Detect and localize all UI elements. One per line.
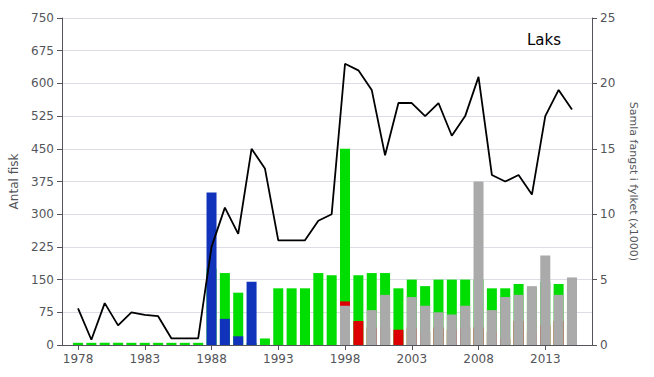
svg-text:2013: 2013	[530, 352, 561, 366]
svg-text:Samla fangst i fylket (x1000): Samla fangst i fylket (x1000)	[627, 102, 640, 261]
svg-text:1993: 1993	[263, 352, 294, 366]
svg-text:20: 20	[600, 76, 615, 90]
svg-text:300: 300	[31, 207, 54, 221]
svg-text:600: 600	[31, 76, 54, 90]
svg-text:Antal fisk: Antal fisk	[7, 154, 21, 210]
svg-text:Laks: Laks	[527, 31, 561, 49]
svg-text:2003: 2003	[396, 352, 427, 366]
svg-text:750: 750	[31, 11, 54, 25]
svg-text:1978: 1978	[63, 352, 94, 366]
svg-text:1983: 1983	[129, 352, 160, 366]
svg-text:5: 5	[600, 273, 608, 287]
svg-text:25: 25	[600, 11, 615, 25]
svg-text:1998: 1998	[330, 352, 361, 366]
svg-text:10: 10	[600, 207, 615, 221]
svg-text:375: 375	[31, 175, 54, 189]
svg-text:1988: 1988	[196, 352, 227, 366]
svg-text:225: 225	[31, 240, 54, 254]
svg-text:675: 675	[31, 44, 54, 58]
svg-text:15: 15	[600, 142, 615, 156]
svg-text:2008: 2008	[463, 352, 494, 366]
svg-text:0: 0	[46, 338, 54, 352]
svg-text:75: 75	[39, 305, 54, 319]
svg-text:450: 450	[31, 142, 54, 156]
svg-text:150: 150	[31, 273, 54, 287]
svg-text:0: 0	[600, 338, 608, 352]
svg-text:525: 525	[31, 109, 54, 123]
